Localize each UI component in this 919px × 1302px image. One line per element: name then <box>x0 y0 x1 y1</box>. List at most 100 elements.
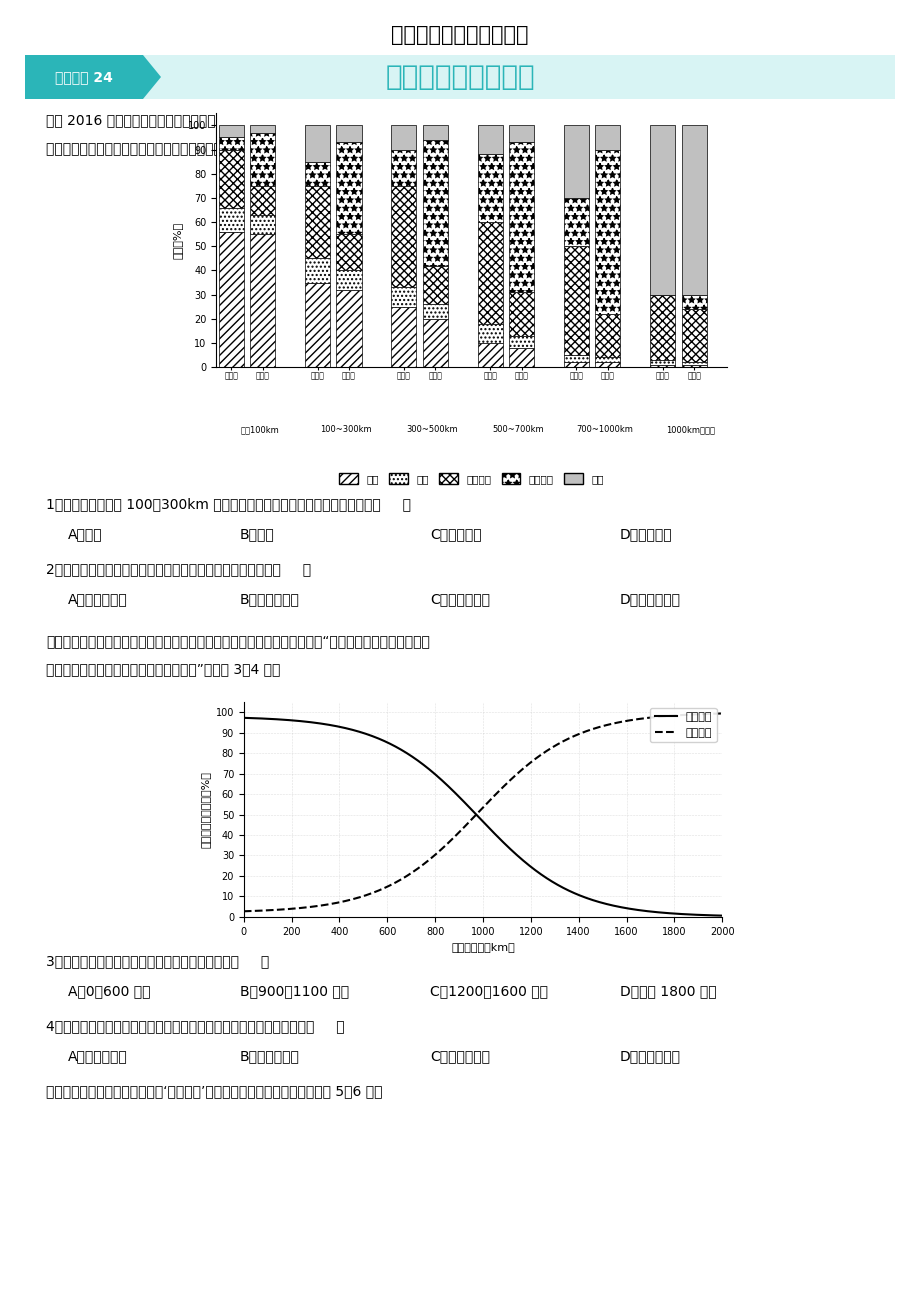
Text: 小于100km: 小于100km <box>240 426 278 434</box>
Text: 最新版地理精品学习资料: 最新版地理精品学习资料 <box>391 25 528 46</box>
Bar <box>422 139 448 266</box>
Bar <box>391 307 416 367</box>
航空运输 <box>557 733 568 749</box>
Legend: 高速铁路, 航空运输: 高速铁路, 航空运输 <box>650 707 716 742</box>
Text: A．武汉－广州: A．武汉－广州 <box>68 1049 128 1062</box>
Bar <box>508 348 534 367</box>
Bar <box>422 125 448 139</box>
Bar <box>219 150 244 207</box>
Text: 交通运输与地理环境: 交通运输与地理环境 <box>385 62 534 91</box>
Text: D．大于 1800 千米: D．大于 1800 千米 <box>619 984 716 999</box>
Text: 航空运输两种运输方式的竞争关系模型图”，完成 3～4 题。: 航空运输两种运输方式的竞争关系模型图”，完成 3～4 题。 <box>46 661 280 676</box>
Bar <box>305 125 330 161</box>
Bar <box>595 150 619 314</box>
Bar <box>336 142 361 234</box>
Bar <box>25 55 894 99</box>
航空运输 <box>238 904 249 919</box>
Text: 按照《中长期铁路网规划》，我国将建设多条铁路快速客运通道。结合下面“不同距离条件下高速铁路与: 按照《中长期铁路网规划》，我国将建设多条铁路快速客运通道。结合下面“不同距离条件… <box>46 634 429 648</box>
Bar <box>650 359 675 365</box>
Bar <box>219 207 244 232</box>
Text: D．兰州－北京: D．兰州－北京 <box>619 1049 680 1062</box>
航空运输 <box>361 887 372 902</box>
Bar <box>477 223 502 324</box>
Bar <box>477 155 502 223</box>
Text: 4．我国高速铁路网建成后，下列区段中，民航客运业受冲击最大的是（     ）: 4．我国高速铁路网建成后，下列区段中，民航客运业受冲击最大的是（ ） <box>46 1019 345 1032</box>
Bar <box>305 186 330 258</box>
Bar <box>477 342 502 367</box>
高速铁路 <box>323 717 334 733</box>
Bar <box>250 133 275 186</box>
高速铁路 <box>557 880 568 896</box>
Text: C．成都－上海: C．成都－上海 <box>429 1049 490 1062</box>
Bar <box>336 271 361 290</box>
Text: 500~700km: 500~700km <box>492 426 544 434</box>
Bar <box>563 246 588 355</box>
Text: A．北京－上海: A．北京－上海 <box>68 592 128 605</box>
Bar <box>563 198 588 246</box>
Bar <box>336 234 361 271</box>
Bar <box>681 362 706 365</box>
Text: 1000km及以上: 1000km及以上 <box>665 426 715 434</box>
高速铁路 <box>361 727 372 742</box>
Bar <box>391 150 416 186</box>
Bar <box>508 142 534 292</box>
Bar <box>477 324 502 342</box>
Line: 高速铁路: 高速铁路 <box>244 717 721 915</box>
Text: C．1200～1600 千米: C．1200～1600 千米 <box>429 984 548 999</box>
航空运输 <box>716 706 727 721</box>
Text: 100~300km: 100~300km <box>320 426 371 434</box>
Bar <box>219 125 244 138</box>
Bar <box>250 234 275 367</box>
Bar <box>391 125 416 150</box>
Text: 2．随着各地高铁的相继开通，客运量比重下降最大的航线是（     ）: 2．随着各地高铁的相继开通，客运量比重下降最大的航线是（ ） <box>46 562 311 575</box>
Bar <box>650 125 675 294</box>
Bar <box>250 125 275 133</box>
高速铁路 <box>454 790 465 806</box>
Bar <box>336 290 361 367</box>
Text: 行方式。下图示意我国某高铁开通前后居民在不同距离上交通工具的选择。据此完成 1～2 题。: 行方式。下图示意我国某高铁开通前后居民在不同距离上交通工具的选择。据此完成 1～… <box>46 141 407 155</box>
Polygon shape <box>142 55 161 99</box>
Bar <box>595 362 619 367</box>
Bar <box>563 355 588 362</box>
Bar <box>563 362 588 367</box>
Text: 截至 2016 年底，我国高铁营运里程突破 2.2 万千米，居世界第一位。高铁的开通，丰富和改变了居民出: 截至 2016 年底，我国高铁营运里程突破 2.2 万千米，居世界第一位。高铁的… <box>46 113 463 128</box>
Legend: 轿车, 大巴, 普通列车, 高铁列车, 飞机: 轿车, 大巴, 普通列车, 高铁列车, 飞机 <box>335 469 607 488</box>
Bar <box>508 292 534 336</box>
Bar <box>219 232 244 367</box>
Bar <box>391 186 416 288</box>
航空运输 <box>519 759 530 775</box>
X-axis label: 运距（单位：km）: 运距（单位：km） <box>450 943 515 952</box>
Bar <box>305 161 330 186</box>
Bar <box>595 358 619 362</box>
Bar <box>595 314 619 358</box>
Bar <box>681 365 706 367</box>
Text: B．上海－成都: B．上海－成都 <box>240 592 300 605</box>
航空运输 <box>598 717 609 733</box>
Line: 航空运输: 航空运输 <box>244 713 721 911</box>
Bar <box>250 215 275 234</box>
Bar <box>250 186 275 215</box>
高速铁路 <box>716 907 727 923</box>
Bar <box>305 283 330 367</box>
Bar <box>391 288 416 307</box>
Y-axis label: 市场分担率（单位：%）: 市场分担率（单位：%） <box>200 771 210 848</box>
Text: A．轿车: A．轿车 <box>68 527 103 542</box>
Bar <box>422 266 448 305</box>
Bar <box>336 125 361 142</box>
Bar <box>681 125 706 294</box>
Text: B．杭州－上海: B．杭州－上海 <box>240 1049 300 1062</box>
Text: 300~500km: 300~500km <box>406 426 458 434</box>
Bar <box>508 336 534 348</box>
Bar <box>422 319 448 367</box>
Text: 700~1000km: 700~1000km <box>575 426 632 434</box>
Bar <box>25 55 142 99</box>
Bar <box>508 125 534 142</box>
航空运输 <box>454 823 465 838</box>
Text: B．大巴: B．大巴 <box>240 527 275 542</box>
Text: D．长沙－广州: D．长沙－广州 <box>619 592 680 605</box>
Bar <box>422 305 448 319</box>
Bar <box>563 125 588 198</box>
Y-axis label: 占比（%）: 占比（%） <box>173 221 182 259</box>
高速铁路 <box>598 896 609 911</box>
航空运输 <box>323 897 334 913</box>
